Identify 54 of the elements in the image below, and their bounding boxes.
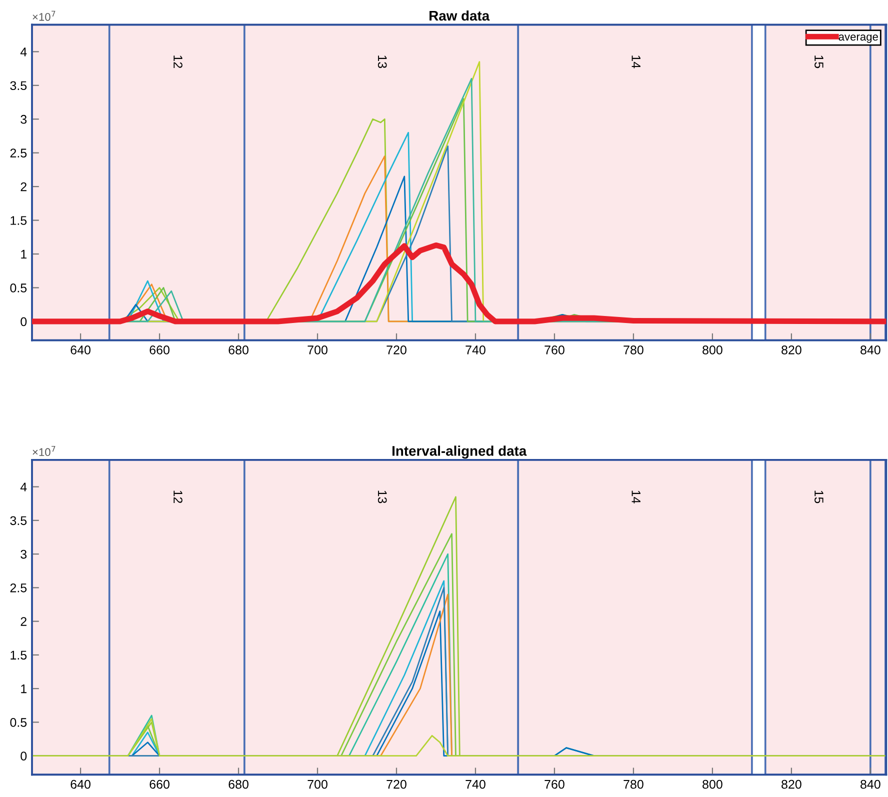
y-tick-label: 1.5 — [10, 650, 27, 660]
x-tick-label: 720 — [386, 780, 406, 789]
y-tick-label: 2.5 — [10, 583, 27, 592]
y-tick-label: 4 — [20, 48, 27, 56]
y-tick-label: 0 — [20, 317, 27, 326]
x-tick-label: 820 — [782, 346, 802, 354]
x-tick-label: 640 — [70, 780, 90, 789]
x-tick-label: 800 — [702, 780, 722, 789]
y-tick-label: 4 — [20, 482, 27, 492]
x-tick-label: 740 — [466, 780, 486, 789]
x-tick-label: 840 — [860, 780, 880, 789]
x-tick-label: 680 — [228, 346, 248, 354]
chart-title: Raw data — [430, 10, 490, 21]
y-tick-label: 0.5 — [10, 284, 27, 292]
band-label: 12 — [174, 56, 182, 68]
y-tick-label: 1 — [21, 684, 26, 694]
x-tick-label: 800 — [702, 346, 722, 354]
x-tick-label: 700 — [308, 346, 328, 354]
band-label: 14 — [632, 56, 640, 68]
text: ×10$^{7}$ — [32, 10, 56, 21]
y-tick-label: 1.5 — [10, 216, 27, 225]
chart-title: Interval-aligned data — [392, 446, 527, 459]
x-tick-label: 720 — [386, 346, 406, 354]
band-label: 14 — [632, 490, 640, 504]
y-tick-label: 2 — [20, 617, 26, 626]
text: ×10$^{7}$ — [32, 446, 56, 456]
line-series — [32, 718, 886, 757]
x-tick-label: 780 — [624, 780, 644, 789]
y-tick-label: 0 — [20, 752, 27, 760]
band-label: 13 — [378, 56, 387, 68]
x-tick-label: 760 — [544, 780, 564, 789]
x-tick-label: 660 — [150, 346, 170, 354]
legend-label: average — [838, 34, 878, 43]
y-tick-label: 3 — [20, 114, 27, 124]
y-tick-label: 2.5 — [10, 148, 27, 158]
band-label: 15 — [814, 490, 824, 504]
x-tick-label: 780 — [624, 346, 644, 354]
x-tick-label: 640 — [70, 346, 90, 354]
y-tick-label: 3 — [20, 550, 27, 559]
x-tick-label: 680 — [228, 780, 248, 789]
y-tick-label: 1 — [21, 250, 26, 259]
y-tick-label: 2 — [20, 182, 26, 192]
x-tick-label: 700 — [308, 780, 328, 789]
y-tick-label: 3.5 — [10, 516, 27, 526]
x-tick-label: 760 — [544, 346, 564, 354]
x-tick-label: 740 — [466, 346, 486, 354]
band-label: 12 — [174, 490, 182, 504]
x-tick-label: 820 — [782, 780, 802, 789]
band-label: 15 — [814, 56, 824, 68]
x-tick-label: 660 — [150, 780, 170, 789]
y-tick-label: 3.5 — [10, 81, 27, 90]
x-tick-label: 840 — [860, 346, 880, 354]
band-label: 13 — [378, 490, 387, 504]
y-tick-label: 0.5 — [10, 718, 27, 727]
